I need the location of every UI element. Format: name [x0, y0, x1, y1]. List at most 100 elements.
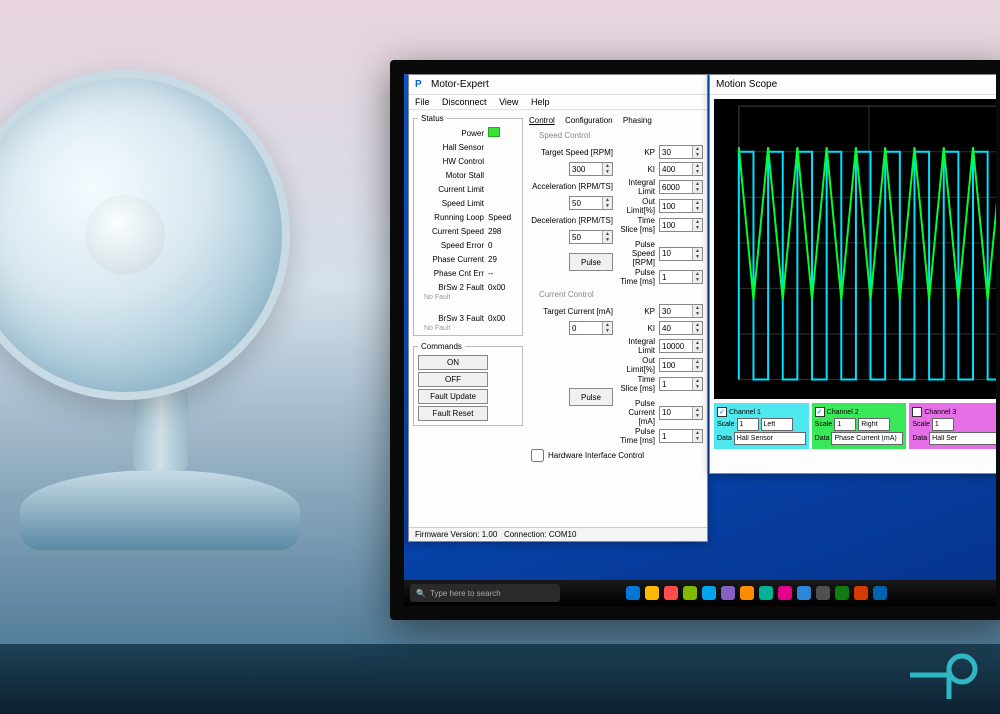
- data-select[interactable]: [929, 432, 996, 445]
- taskbar-app-icon[interactable]: [645, 586, 659, 600]
- taskbar-app-icon[interactable]: [778, 586, 792, 600]
- pulse-current-input[interactable]: ▲▼: [659, 406, 703, 420]
- taskbar-app-icon[interactable]: [835, 586, 849, 600]
- speed-kp-label: KP: [644, 148, 655, 157]
- scale-select[interactable]: [834, 418, 856, 431]
- speed-pulse-button[interactable]: Pulse: [569, 253, 613, 271]
- hw-interface-label: Hardware Interface Control: [548, 451, 644, 460]
- taskbar-app-icon[interactable]: [626, 586, 640, 600]
- tab-phasing[interactable]: Phasing: [623, 116, 652, 125]
- taskbar-search[interactable]: 🔍 Type here to search: [410, 584, 560, 602]
- tab-control[interactable]: Control: [529, 116, 555, 125]
- status-stall-label: Motor Stall: [418, 171, 488, 180]
- svg-text:400: 400: [992, 385, 996, 394]
- motion-scope-window: Motion Scope 00.20.40.60.811.20200400 ✓C…: [709, 74, 996, 474]
- scope-title: Motion Scope: [716, 79, 777, 90]
- taskbar-app-icon[interactable]: [702, 586, 716, 600]
- channel-panel: ✓Channel 2 Scale Data: [812, 403, 907, 449]
- speed-ki-label: KI: [647, 165, 655, 174]
- commands-group: Commands ON OFF Fault Update Fault Reset: [413, 342, 523, 426]
- channel-checkbox[interactable]: [912, 407, 922, 417]
- status-brsw2-value: 0x00: [488, 283, 518, 292]
- current-pulse-time-input[interactable]: ▲▼: [659, 429, 703, 443]
- menubar: File Disconnect View Help: [409, 95, 707, 110]
- speed-tslice-input[interactable]: ▲▼: [659, 218, 703, 232]
- pulse-speed-input[interactable]: ▲▼: [659, 247, 703, 261]
- taskbar-app-icon[interactable]: [721, 586, 735, 600]
- status-brsw2-msg: No Fault: [418, 294, 518, 301]
- taskbar-app-icon[interactable]: [664, 586, 678, 600]
- status-runloop-label: Running Loop: [418, 213, 488, 222]
- search-placeholder: Type here to search: [430, 589, 501, 598]
- current-tslice-label: Time Slice [ms]: [619, 375, 655, 393]
- scale-select[interactable]: [737, 418, 759, 431]
- status-brsw3-msg: No Fault: [418, 325, 518, 332]
- target-current-input[interactable]: ▲▼: [569, 321, 613, 335]
- taskbar-icons: [626, 586, 887, 600]
- status-curspeed-label: Current Speed: [418, 227, 488, 236]
- taskbar-app-icon[interactable]: [816, 586, 830, 600]
- fault-update-button[interactable]: Fault Update: [418, 389, 488, 404]
- fault-reset-button[interactable]: Fault Reset: [418, 406, 488, 421]
- speed-outlimit-input[interactable]: ▲▼: [659, 199, 703, 213]
- current-outlimit-input[interactable]: ▲▼: [659, 358, 703, 372]
- taskbar-app-icon[interactable]: [759, 586, 773, 600]
- speed-control-heading: Speed Control: [529, 129, 703, 142]
- current-tslice-input[interactable]: ▲▼: [659, 377, 703, 391]
- menu-file[interactable]: File: [415, 97, 430, 107]
- menu-disconnect[interactable]: Disconnect: [442, 97, 487, 107]
- speed-tslice-label: Time Slice [ms]: [619, 216, 655, 234]
- fan-hub: [85, 195, 165, 275]
- channel-checkbox[interactable]: ✓: [815, 407, 825, 417]
- side-select[interactable]: [858, 418, 890, 431]
- svg-text:0.8: 0.8: [725, 193, 737, 202]
- accel-input[interactable]: ▲▼: [569, 196, 613, 210]
- status-brsw3-value: 0x00: [488, 314, 518, 323]
- current-kp-input[interactable]: ▲▼: [659, 304, 703, 318]
- data-label: Data: [815, 435, 830, 442]
- current-ki-input[interactable]: ▲▼: [659, 321, 703, 335]
- speed-ilimit-input[interactable]: ▲▼: [659, 180, 703, 194]
- desktop: P Motor-Expert File Disconnect View Help…: [404, 74, 996, 606]
- scale-label: Scale: [717, 421, 735, 428]
- decel-input[interactable]: ▲▼: [569, 230, 613, 244]
- data-select[interactable]: [831, 432, 903, 445]
- taskbar-app-icon[interactable]: [740, 586, 754, 600]
- conn-value: COM10: [549, 530, 577, 539]
- side-select[interactable]: [761, 418, 793, 431]
- channel-panel: ✓Channel 1 Scale Data: [714, 403, 809, 449]
- fan-base: [20, 470, 300, 550]
- pulse-speed-label: Pulse Speed [RPM]: [619, 240, 655, 267]
- scale-select[interactable]: [932, 418, 954, 431]
- fw-label: Firmware Version:: [415, 530, 479, 539]
- speed-kp-input[interactable]: ▲▼: [659, 145, 703, 159]
- status-serr-label: Speed Error: [418, 241, 488, 250]
- taskbar-app-icon[interactable]: [873, 586, 887, 600]
- channel-checkbox[interactable]: ✓: [717, 407, 727, 417]
- current-control-heading: Current Control: [529, 288, 703, 301]
- on-button[interactable]: ON: [418, 355, 488, 370]
- motor-expert-window: P Motor-Expert File Disconnect View Help…: [408, 74, 708, 542]
- status-hw-label: HW Control: [418, 157, 488, 166]
- speed-ki-input[interactable]: ▲▼: [659, 162, 703, 176]
- menu-help[interactable]: Help: [531, 97, 550, 107]
- current-ilimit-input[interactable]: ▲▼: [659, 339, 703, 353]
- current-outlimit-label: Out Limit[%]: [619, 356, 655, 374]
- status-slimit-label: Speed Limit: [418, 199, 488, 208]
- tab-configuration[interactable]: Configuration: [565, 116, 613, 125]
- target-speed-input[interactable]: ▲▼: [569, 162, 613, 176]
- current-pulse-button[interactable]: Pulse: [569, 388, 613, 406]
- desk-surface: [0, 644, 1000, 714]
- current-kp-label: KP: [644, 307, 655, 316]
- menu-view[interactable]: View: [499, 97, 518, 107]
- svg-text:1.2: 1.2: [725, 102, 737, 111]
- off-button[interactable]: OFF: [418, 372, 488, 387]
- taskbar-app-icon[interactable]: [683, 586, 697, 600]
- hw-interface-checkbox[interactable]: [531, 449, 544, 462]
- taskbar-app-icon[interactable]: [854, 586, 868, 600]
- pulse-time-input[interactable]: ▲▼: [659, 270, 703, 284]
- data-select[interactable]: [734, 432, 806, 445]
- status-serr-value: 0: [488, 241, 518, 250]
- taskbar-app-icon[interactable]: [797, 586, 811, 600]
- channel-panel: Channel 3 Scale Data: [909, 403, 996, 449]
